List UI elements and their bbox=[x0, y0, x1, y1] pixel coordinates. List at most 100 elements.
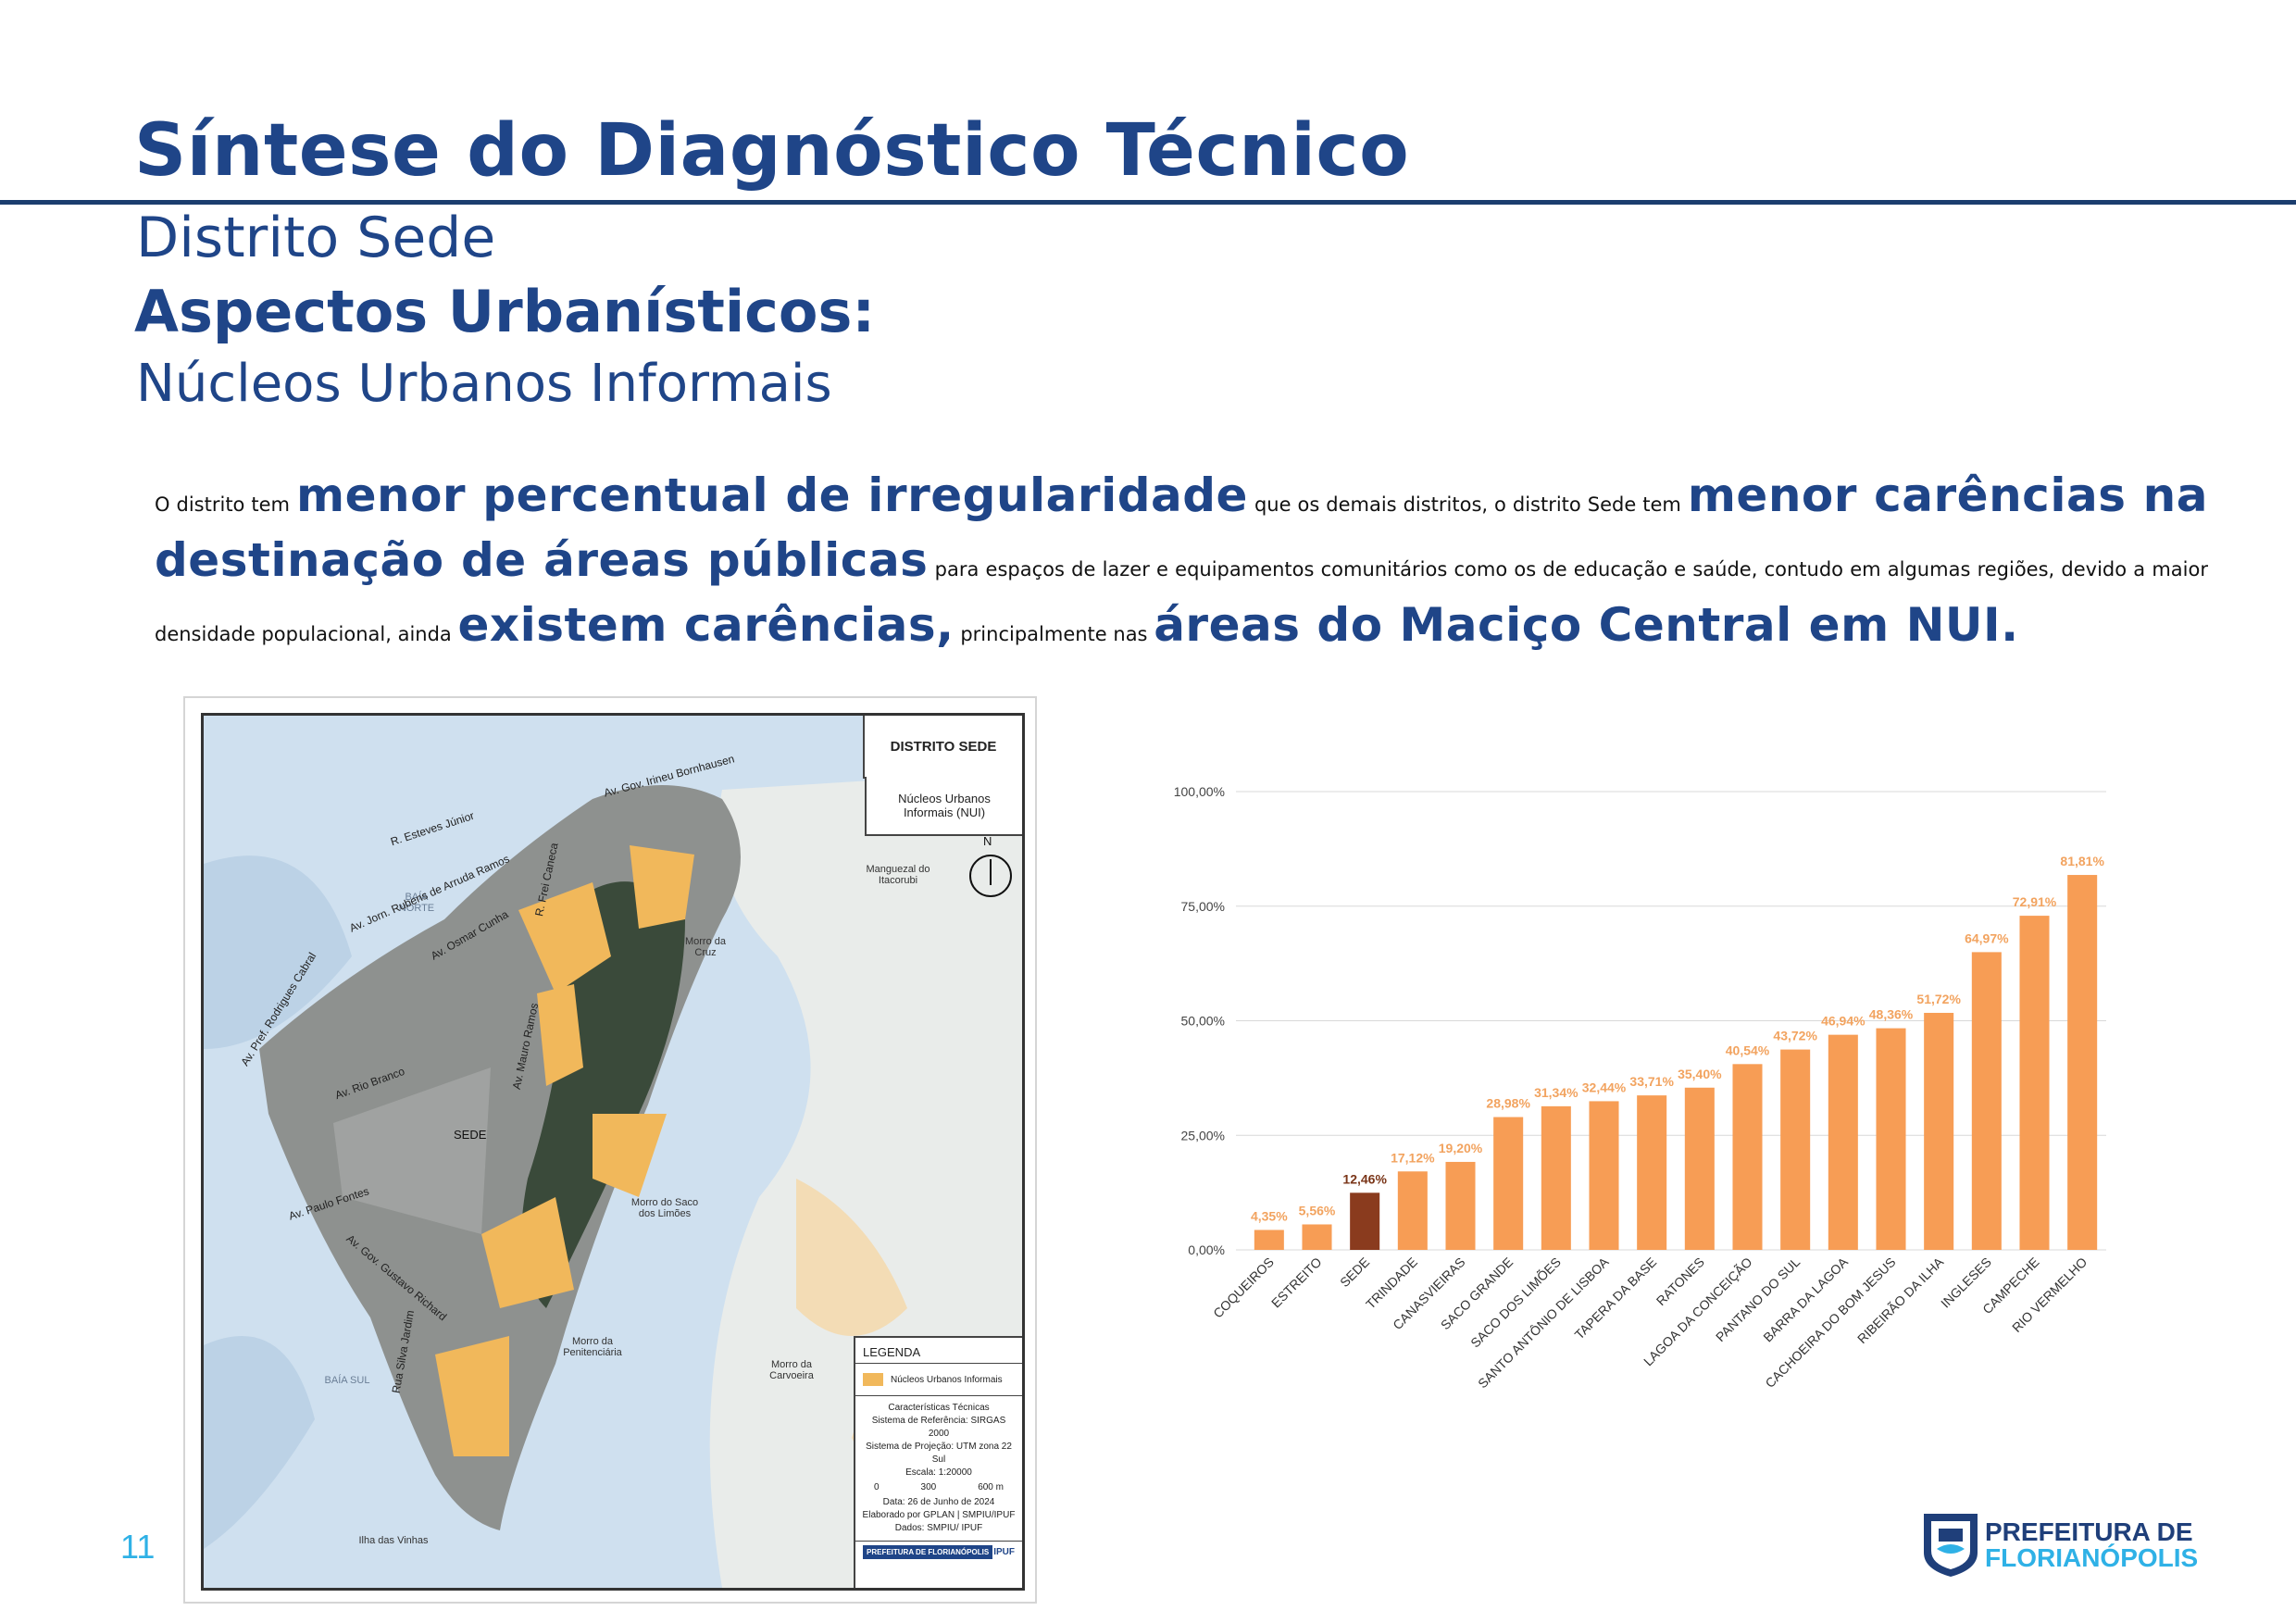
data-label: 48,36% bbox=[1869, 1007, 1914, 1022]
bar bbox=[1541, 1105, 1571, 1250]
paragraph-text-1: O distrito tem bbox=[155, 493, 296, 516]
paragraph-text-4: principalmente nas bbox=[954, 623, 1154, 645]
tech-title: Características Técnicas bbox=[888, 1403, 990, 1413]
paragraph-emphasis-1: menor percentual de irregularidade bbox=[295, 468, 1248, 522]
nui-area-4 bbox=[593, 1114, 667, 1197]
paragraph-emphasis-4: áreas do Maciço Central em NUI. bbox=[1154, 598, 2019, 652]
y-tick-label: 75,00% bbox=[1181, 899, 1225, 914]
data-label: 64,97% bbox=[1965, 930, 2009, 945]
label-manguezal: Manguezal do Itacorubi bbox=[866, 864, 930, 886]
map-subtitle: Núcleos Urbanos Informais (NUI) bbox=[865, 777, 1022, 836]
legend-heading: LEGENDA bbox=[855, 1338, 1022, 1364]
data-label: 35,40% bbox=[1678, 1067, 1722, 1081]
bar bbox=[1397, 1171, 1428, 1250]
scale-0: 0 bbox=[874, 1482, 880, 1492]
x-tick-label: COQUEIROS bbox=[1210, 1255, 1277, 1321]
y-tick-label: 50,00% bbox=[1181, 1014, 1225, 1029]
scale-300: 300 bbox=[920, 1482, 937, 1492]
data-label: 17,12% bbox=[1391, 1150, 1435, 1165]
prefeitura-logo: PREFEITURA DE FLORIANÓPOLIS bbox=[1922, 1512, 2198, 1579]
water-shade bbox=[204, 855, 352, 1049]
data-label: 51,72% bbox=[1916, 992, 1961, 1006]
label-baia-sul: BAÍA SUL bbox=[324, 1375, 370, 1386]
nui-bar-chart: 0,00% 25,00% 50,00% 75,00% 100,00% 4,35% COQUE… bbox=[1174, 784, 2106, 1391]
y-tick-label: 100,00% bbox=[1174, 784, 1225, 799]
tech-author: Elaborado por GPLAN | SMPIU/IPUF bbox=[862, 1510, 1016, 1520]
ipuf-logo: IPUF bbox=[993, 1547, 1015, 1557]
tech-proj: Sistema de Projeção: UTM zona 22 Sul bbox=[866, 1442, 1012, 1465]
data-label: 46,94% bbox=[1821, 1014, 1866, 1029]
legend-logos: PREFEITURA DE FLORIANÓPOLIS IPUF bbox=[855, 1541, 1022, 1563]
x-tick-label: TAPERA DA BASE bbox=[1572, 1255, 1660, 1342]
x-tick-label: ESTREITO bbox=[1268, 1255, 1325, 1311]
label-sede: SEDE bbox=[454, 1128, 487, 1142]
nui-area-5 bbox=[481, 1197, 574, 1308]
data-label: 31,34% bbox=[1534, 1085, 1578, 1100]
bar bbox=[1350, 1192, 1380, 1250]
data-label: 72,91% bbox=[2013, 894, 2057, 909]
data-label: 4,35% bbox=[1251, 1208, 1288, 1223]
label-ilha-vinhas: Ilha das Vinhas bbox=[358, 1535, 429, 1546]
data-label: 81,81% bbox=[2060, 854, 2104, 868]
x-tick-label: BARRA DA LAGOA bbox=[1760, 1254, 1851, 1344]
prefeitura-mini-logo: PREFEITURA DE FLORIANÓPOLIS bbox=[863, 1545, 993, 1559]
bar bbox=[1589, 1101, 1619, 1250]
bar bbox=[1971, 952, 2002, 1250]
tech-scale: Escala: 1:20000 bbox=[905, 1467, 972, 1478]
data-label: 28,98% bbox=[1486, 1096, 1530, 1111]
data-label: 40,54% bbox=[1726, 1042, 1770, 1057]
paragraph-text-2: que os demais distritos, o distrito Sede… bbox=[1247, 493, 1688, 516]
scale-bar: 0 300 600 m bbox=[861, 1479, 1017, 1496]
north-arrow-circle bbox=[969, 855, 1012, 897]
bar bbox=[2019, 916, 2050, 1250]
label-morro-carvoeira: Morro da Carvoeira bbox=[769, 1359, 814, 1381]
north-label: N bbox=[983, 834, 992, 848]
district-heading: Distrito Sede bbox=[136, 206, 496, 270]
bar bbox=[1302, 1224, 1332, 1250]
bar bbox=[1780, 1049, 1811, 1250]
data-label: 32,44% bbox=[1582, 1080, 1627, 1094]
bar bbox=[2067, 875, 2098, 1250]
urban-center-highlight bbox=[333, 1067, 491, 1234]
data-label: 19,20% bbox=[1439, 1141, 1483, 1155]
forest-massif bbox=[521, 881, 685, 1308]
page-title: Síntese do Diagnóstico Técnico bbox=[134, 109, 1410, 193]
bar bbox=[1637, 1095, 1667, 1250]
label-morro-limoes: Morro do Saco dos Limões bbox=[630, 1197, 699, 1219]
bar bbox=[1732, 1064, 1763, 1250]
data-label: 5,56% bbox=[1299, 1203, 1336, 1217]
map-legend: LEGENDA Núcleos Urbanos Informais Caract… bbox=[854, 1336, 1022, 1588]
nui-area-1 bbox=[518, 882, 611, 993]
y-tick-label: 0,00% bbox=[1188, 1242, 1225, 1257]
label-baia-norte: BAÍA NORTE bbox=[398, 892, 435, 914]
map-graphic bbox=[204, 716, 1022, 1588]
paragraph-text-3: para espaços de lazer e equipamentos com… bbox=[155, 558, 2208, 645]
x-tick-label: RIBEIRÃO DA ILHA bbox=[1854, 1254, 1947, 1346]
bar bbox=[1445, 1161, 1476, 1250]
section-heading: Aspectos Urbanísticos: bbox=[134, 278, 876, 345]
paragraph-emphasis-2: menor carências na destinação de áreas p… bbox=[155, 468, 2209, 587]
water-shade-south bbox=[204, 1336, 315, 1549]
logo-line-2: FLORIANÓPOLIS bbox=[1985, 1543, 2199, 1572]
bar bbox=[1924, 1012, 1954, 1250]
map-title: DISTRITO SEDE bbox=[863, 716, 1022, 779]
district-map: DISTRITO SEDE Núcleos Urbanos Informais … bbox=[201, 713, 1025, 1591]
x-tick-label: SEDE bbox=[1337, 1255, 1372, 1290]
legend-item: Núcleos Urbanos Informais bbox=[855, 1364, 1022, 1395]
tech-date: Data: 26 de Junho de 2024 bbox=[882, 1497, 995, 1507]
paragraph-emphasis-3: existem carências, bbox=[457, 598, 955, 652]
data-label: 12,46% bbox=[1342, 1171, 1387, 1186]
summary-paragraph: O distrito tem menor percentual de irreg… bbox=[155, 468, 2208, 662]
x-tick-label: PANTANO DO SUL bbox=[1713, 1255, 1803, 1344]
x-tick-label: SACO DOS LIMÕES bbox=[1467, 1255, 1564, 1351]
logo-line-1: PREFEITURA DE bbox=[1985, 1517, 2193, 1546]
legend-technical: Características Técnicas Sistema de Refe… bbox=[855, 1395, 1022, 1541]
tech-data: Dados: SMPIU/ IPUF bbox=[894, 1523, 983, 1533]
title-divider bbox=[0, 200, 2296, 205]
data-label: 33,71% bbox=[1629, 1074, 1674, 1089]
nui-faded-1 bbox=[796, 1179, 907, 1336]
label-morro-penitenciaria: Morro da Penitenciária bbox=[563, 1336, 622, 1358]
bar bbox=[1876, 1028, 1906, 1250]
nui-area-2 bbox=[630, 845, 694, 929]
subsection-heading: Núcleos Urbanos Informais bbox=[136, 354, 832, 414]
